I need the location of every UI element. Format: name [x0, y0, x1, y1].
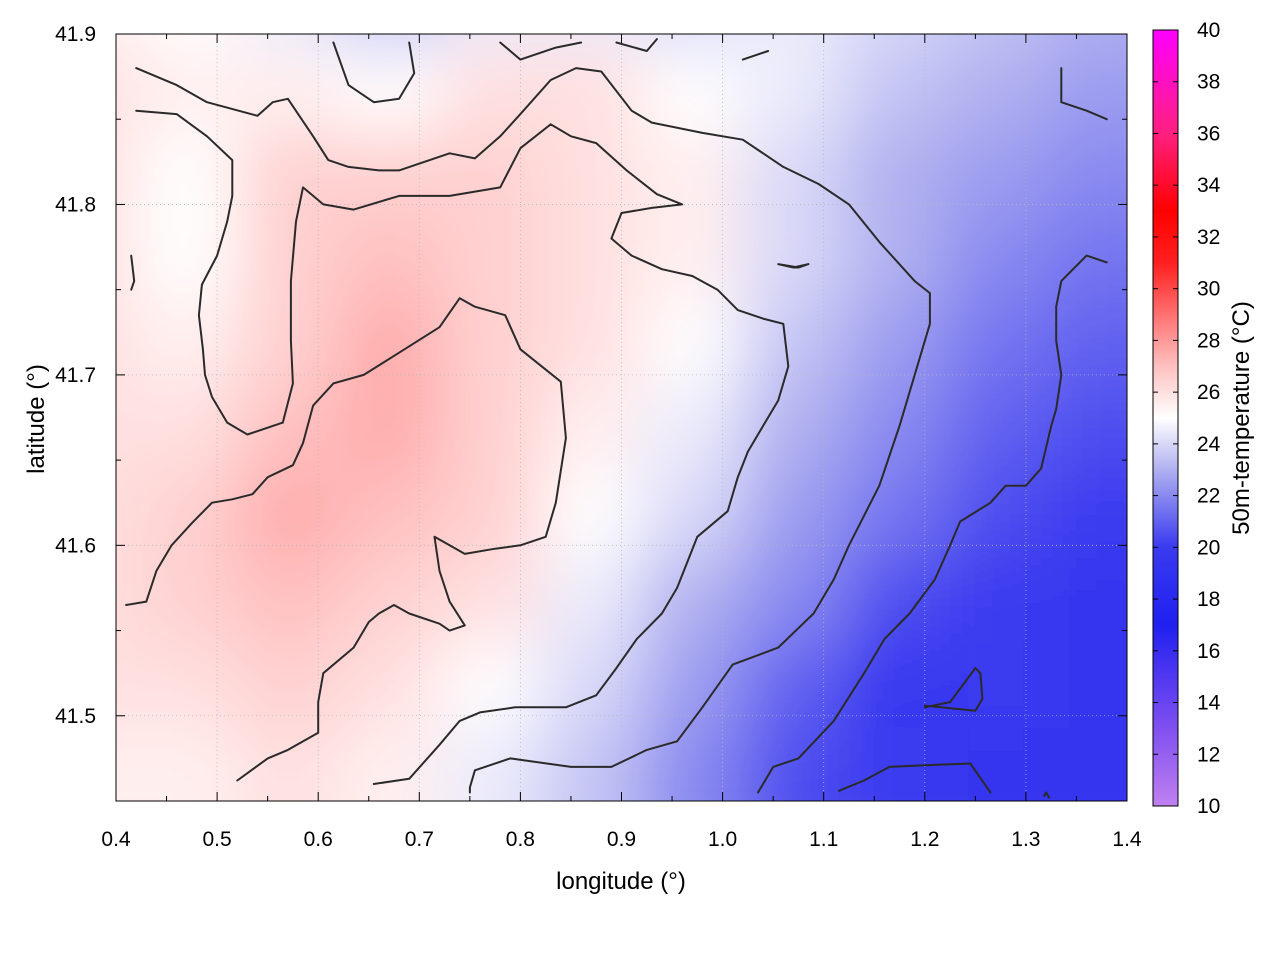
colorbar-ticks [1153, 29, 1178, 807]
contour-line [332, 41, 416, 104]
y-tick-label: 41.9 [55, 23, 96, 46]
y-tick-label: 41.7 [55, 364, 96, 387]
x-tick-label: 1.2 [910, 828, 939, 851]
colorbar-tick-label: 14 [1197, 692, 1221, 715]
colorbar-tick-label: 24 [1197, 433, 1221, 456]
x-tick-label: 0.5 [202, 828, 231, 851]
colorbar-tick-label: 28 [1197, 329, 1220, 352]
grid-lines [116, 34, 1127, 801]
contour-line [923, 667, 984, 712]
colorbar-tick-label: 20 [1197, 536, 1220, 559]
axis-ticks [115, 33, 1128, 802]
colorbar-tick-label: 30 [1197, 278, 1220, 301]
x-tick-label: 0.6 [304, 828, 333, 851]
contour-line [757, 254, 1108, 794]
colorbar-label: 50m-temperature (°C) [1228, 301, 1255, 535]
contour-line [1060, 67, 1108, 121]
colorbar-tick-label: 26 [1197, 381, 1220, 404]
x-tick-label: 0.9 [607, 828, 636, 851]
contour-line [130, 254, 136, 291]
contour-line [1043, 791, 1051, 799]
x-tick-label: 1.4 [1112, 828, 1142, 851]
x-tick-label: 0.7 [405, 828, 434, 851]
contour-line [741, 50, 770, 61]
colorbar-tick-label: 12 [1197, 743, 1220, 766]
x-tick-label: 0.8 [506, 828, 535, 851]
y-tick-label: 41.8 [55, 193, 96, 216]
colorbar-tick-label: 38 [1197, 71, 1220, 94]
colorbar-tick-label: 22 [1197, 485, 1220, 508]
colorbar-tick-label: 16 [1197, 640, 1220, 663]
y-tick-labels: 41.5 41.6 41.7 41.8 41.9 [55, 23, 96, 728]
contour-line [777, 263, 810, 269]
colorbar-tick-label: 40 [1197, 19, 1220, 42]
x-tick-label: 1.3 [1011, 828, 1040, 851]
contour-line [135, 109, 790, 785]
x-tick-label: 0.4 [101, 828, 131, 851]
contour-line [125, 297, 567, 782]
colorbar-tick-label: 32 [1197, 226, 1220, 249]
contour-line [615, 38, 658, 52]
x-tick-labels: 0.4 0.5 0.6 0.7 0.8 0.9 1.0 1.1 1.2 1.3 1.4 [101, 828, 1142, 851]
x-tick-label: 1.1 [809, 828, 838, 851]
colorbar-tick-labels: 10 12 14 16 18 20 22 24 26 28 30 32 34 36 38 40 [1197, 19, 1221, 818]
contour-line [837, 762, 992, 794]
x-tick-label: 1.0 [708, 828, 737, 851]
x-axis-label: longitude (°) [556, 868, 686, 895]
y-axis-label: latitude (°) [23, 364, 50, 474]
colorbar-tick-label: 34 [1197, 174, 1221, 197]
colorbar-tick-label: 18 [1197, 588, 1220, 611]
colorbar [1152, 29, 1179, 807]
contour-line [135, 67, 931, 794]
contour-line [499, 41, 583, 61]
y-tick-label: 41.5 [55, 705, 96, 728]
colorbar-tick-label: 36 [1197, 122, 1220, 145]
field-cell [1046, 728, 1127, 801]
contour-lines [125, 38, 1108, 799]
y-tick-label: 41.6 [55, 534, 96, 557]
colorbar-tick-label: 10 [1197, 795, 1220, 818]
